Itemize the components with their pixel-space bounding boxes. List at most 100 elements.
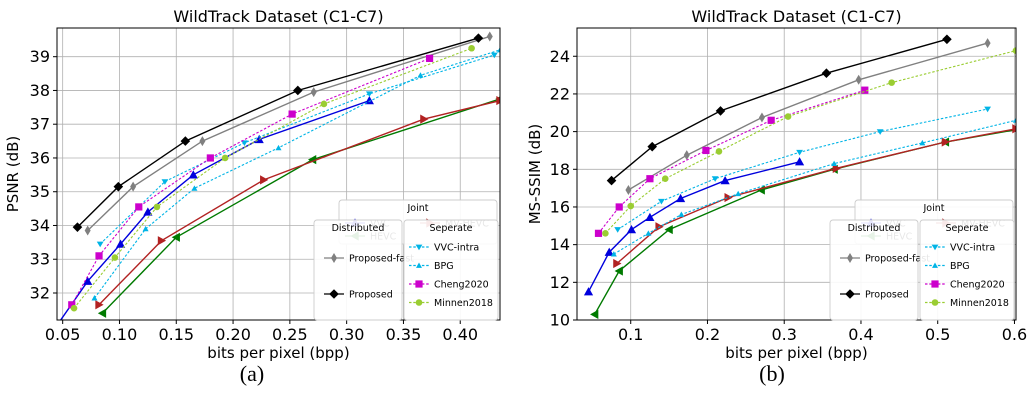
data-point-vvc — [604, 247, 614, 256]
legend-distributed-box — [829, 219, 919, 321]
data-point-proposed-fast — [683, 150, 690, 161]
y-tick-label: 36 — [30, 148, 50, 167]
data-point-proposed — [72, 222, 83, 232]
chart-title: WildTrack Dataset (C1-C7) — [691, 7, 901, 26]
data-point-vvc-intra — [161, 179, 169, 185]
data-point-vvc-intra — [796, 149, 803, 156]
x-axis-label: bits per pixel (bpp) — [207, 344, 349, 362]
plot-frame — [56, 27, 501, 321]
data-point-proposed — [715, 106, 726, 116]
data-point-vvc — [645, 212, 655, 222]
data-point-vvc — [676, 193, 686, 203]
data-point-vvc — [83, 276, 93, 285]
data-point-mv-hevc — [724, 192, 733, 203]
y-tick-label: 32 — [30, 283, 50, 302]
legend-label-proposed: Proposed — [865, 290, 909, 301]
data-point-bpg — [275, 144, 282, 151]
legend-label-cheng2020: Cheng2020 — [950, 280, 1005, 291]
series-proposed-fast — [625, 38, 991, 196]
data-point-proposed-fast — [758, 112, 765, 123]
data-point-cheng2020 — [767, 116, 775, 124]
chart-ms-ssim: 0.1 0.2 0.3 0.4 0.5 0.6 10 12 14 16 18 20 22 24 WildTr… — [526, 7, 1027, 362]
data-point-bpg — [91, 295, 98, 301]
legend-label-cheng2020: Cheng2020 — [434, 280, 489, 291]
series-vvc-intra — [614, 106, 992, 233]
x-tick-label: 0.3 — [771, 325, 796, 344]
data-point-vvc — [794, 157, 805, 166]
y-tick-label: 22 — [550, 84, 570, 103]
series-mv-hevc — [95, 95, 500, 310]
x-axis-label: bits per pixel (bpp) — [725, 344, 867, 362]
data-point-bpg — [735, 190, 742, 197]
series-bpg — [91, 46, 500, 301]
data-point-mv-hevc — [832, 163, 842, 173]
data-point-minnen2018 — [153, 203, 161, 211]
y-axis-label: MS-SSIM (dB) — [526, 124, 544, 225]
data-point-vvc — [720, 175, 730, 185]
data-point-proposed-fast — [486, 31, 493, 42]
data-point-proposed-fast — [984, 38, 991, 49]
legend-marker-vvc-intra — [415, 244, 423, 251]
data-point-hevc — [590, 309, 599, 319]
legend-label-vvc-intra: VVC-intra — [950, 243, 995, 254]
data-point-minnen2018 — [661, 175, 669, 183]
legend-separate-box — [919, 219, 1015, 321]
legend-marker-proposed — [329, 289, 339, 299]
series-line-cheng2020 — [598, 89, 865, 234]
data-point-vvc-intra — [614, 227, 622, 233]
x-tick-label: 0.5 — [925, 325, 950, 344]
data-point-proposed-fast — [625, 185, 632, 196]
series-proposed — [72, 33, 484, 232]
series-mv-hevc — [613, 124, 1016, 269]
data-point-minnen2018 — [888, 79, 895, 86]
chart-title: WildTrack Dataset (C1-C7) — [173, 7, 383, 26]
data-point-vvc-intra — [658, 198, 665, 205]
data-point-bpg — [1013, 117, 1016, 123]
data-point-cheng2020 — [288, 110, 296, 118]
data-point-bpg — [919, 139, 926, 146]
data-point-hevc — [97, 308, 107, 318]
legend-marker-vvc-intra — [931, 244, 939, 251]
legend-marker-bpg — [416, 262, 422, 268]
y-tick-label: 38 — [30, 81, 50, 100]
legend-label-minnen2018: Minnen2018 — [434, 298, 493, 309]
data-point-cheng2020 — [135, 203, 143, 211]
y-tick-label: 37 — [30, 115, 50, 134]
data-point-vvc — [143, 207, 153, 216]
data-point-minnen2018 — [627, 202, 635, 210]
series-layer — [583, 34, 1016, 319]
data-point-vvc-intra — [711, 176, 719, 182]
legend-separate: Seperate VVC-intra BPG Cheng2020 Minnen2018 — [403, 219, 499, 321]
data-point-cheng2020 — [646, 175, 654, 183]
data-point-vvc-intra — [96, 241, 104, 248]
series-proposed — [606, 34, 952, 186]
caption-a: (a) — [240, 361, 264, 386]
data-point-mv-hevc — [157, 236, 167, 246]
data-point-minnen2018 — [468, 44, 475, 52]
data-point-cheng2020 — [615, 203, 623, 211]
plot-frame — [576, 27, 1017, 321]
legend-distributed-title: Distributed — [332, 223, 385, 234]
x-tick-label: 0.40 — [442, 325, 478, 344]
data-point-proposed — [473, 33, 484, 43]
x-tick-label: 0.6 — [1002, 325, 1027, 344]
data-point-bpg — [645, 230, 652, 236]
x-tick-label: 0.30 — [329, 325, 365, 344]
series-vvc-intra — [96, 52, 498, 248]
data-point-proposed-fast — [855, 74, 862, 85]
data-point-minnen2018 — [1012, 47, 1016, 54]
legend-distributed-title: Distributed — [848, 223, 901, 234]
data-point-minnen2018 — [320, 100, 328, 108]
x-tick-label: 0.15 — [158, 325, 194, 344]
data-point-vvc-intra — [241, 140, 248, 146]
data-point-bpg — [497, 46, 500, 53]
x-tick-label: 0.05 — [45, 325, 81, 344]
legend-marker-minnen2018 — [415, 299, 423, 306]
data-point-bpg — [191, 185, 198, 191]
data-point-proposed-fast — [84, 225, 91, 236]
series-line-minnen2018 — [73, 47, 472, 309]
data-point-vvc-intra — [984, 106, 992, 113]
data-point-bpg — [678, 211, 685, 217]
legend-label-bpg: BPG — [950, 261, 970, 272]
